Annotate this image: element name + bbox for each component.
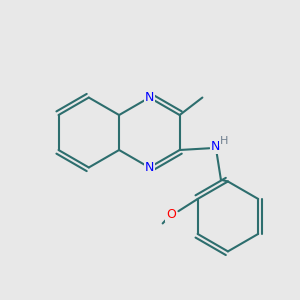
Text: N: N: [145, 161, 154, 174]
Text: O: O: [166, 208, 175, 221]
Text: N: N: [145, 91, 154, 104]
Text: N: N: [211, 140, 220, 153]
Text: H: H: [220, 136, 228, 146]
